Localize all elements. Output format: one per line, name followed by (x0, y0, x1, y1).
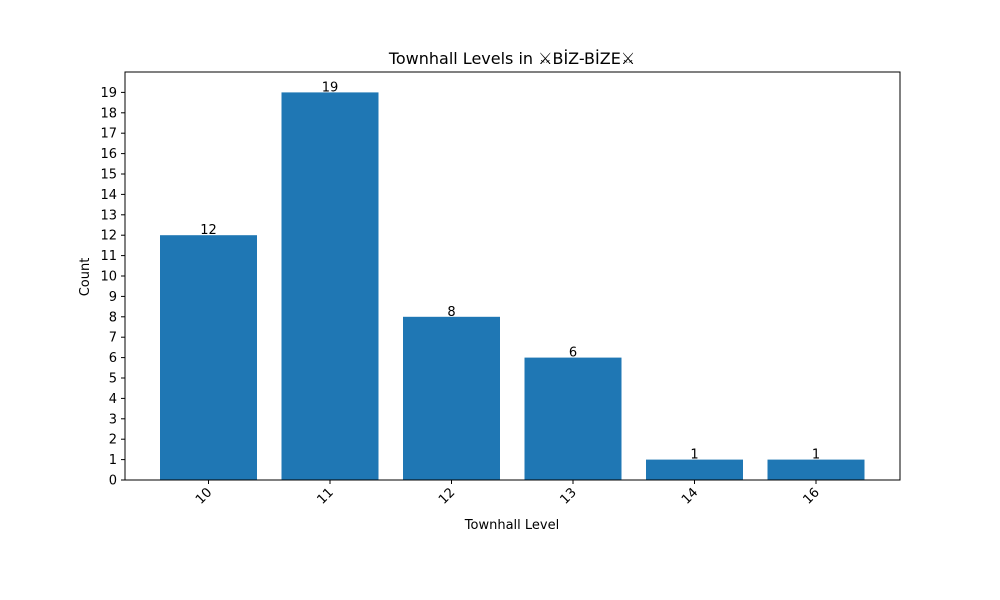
y-tick-label-9: 9 (109, 290, 117, 305)
y-tick-label-16: 16 (100, 147, 117, 162)
bar-16 (767, 459, 865, 480)
data-label-14: 1 (690, 448, 698, 463)
bar-13 (524, 357, 622, 480)
bar-10 (160, 235, 257, 480)
y-tick-label-2: 2 (109, 433, 117, 448)
y-tick-label-12: 12 (100, 229, 117, 244)
y-tick-label-18: 18 (100, 106, 117, 121)
y-tick-label-14: 14 (100, 188, 117, 203)
bars-group (160, 92, 865, 481)
chart-title: Townhall Levels in ⚔BİZ-BİZE⚔ (388, 49, 635, 68)
y-tick-label-11: 11 (100, 249, 117, 264)
bar-14 (646, 459, 743, 480)
y-tick-label-4: 4 (109, 392, 117, 407)
y-tick-label-8: 8 (109, 310, 117, 325)
x-axis-label: Townhall Level (464, 518, 559, 533)
y-tick-label-6: 6 (109, 351, 117, 366)
data-label-10: 12 (200, 223, 217, 238)
data-label-13: 6 (569, 346, 577, 361)
y-tick-label-3: 3 (109, 412, 117, 427)
plot-frame (124, 71, 901, 481)
data-label-12: 8 (447, 305, 455, 320)
y-axis-label: Count (78, 258, 93, 297)
y-tick-label-10: 10 (100, 270, 117, 285)
bar-11 (281, 92, 379, 481)
data-label-16: 1 (812, 448, 820, 463)
y-tick-label-19: 19 (100, 86, 117, 101)
y-tick-label-17: 17 (100, 127, 117, 142)
y-tick-label-0: 0 (109, 474, 117, 489)
y-tick-label-7: 7 (109, 331, 117, 346)
y-tick-label-5: 5 (109, 372, 117, 387)
y-tick-label-13: 13 (100, 208, 117, 223)
bar-12 (403, 316, 500, 480)
y-tick-label-1: 1 (109, 453, 117, 468)
y-tick-label-15: 15 (100, 168, 117, 183)
data-labels-group: 12 19 8 6 1 1 (200, 80, 820, 462)
data-label-11: 19 (322, 80, 339, 95)
